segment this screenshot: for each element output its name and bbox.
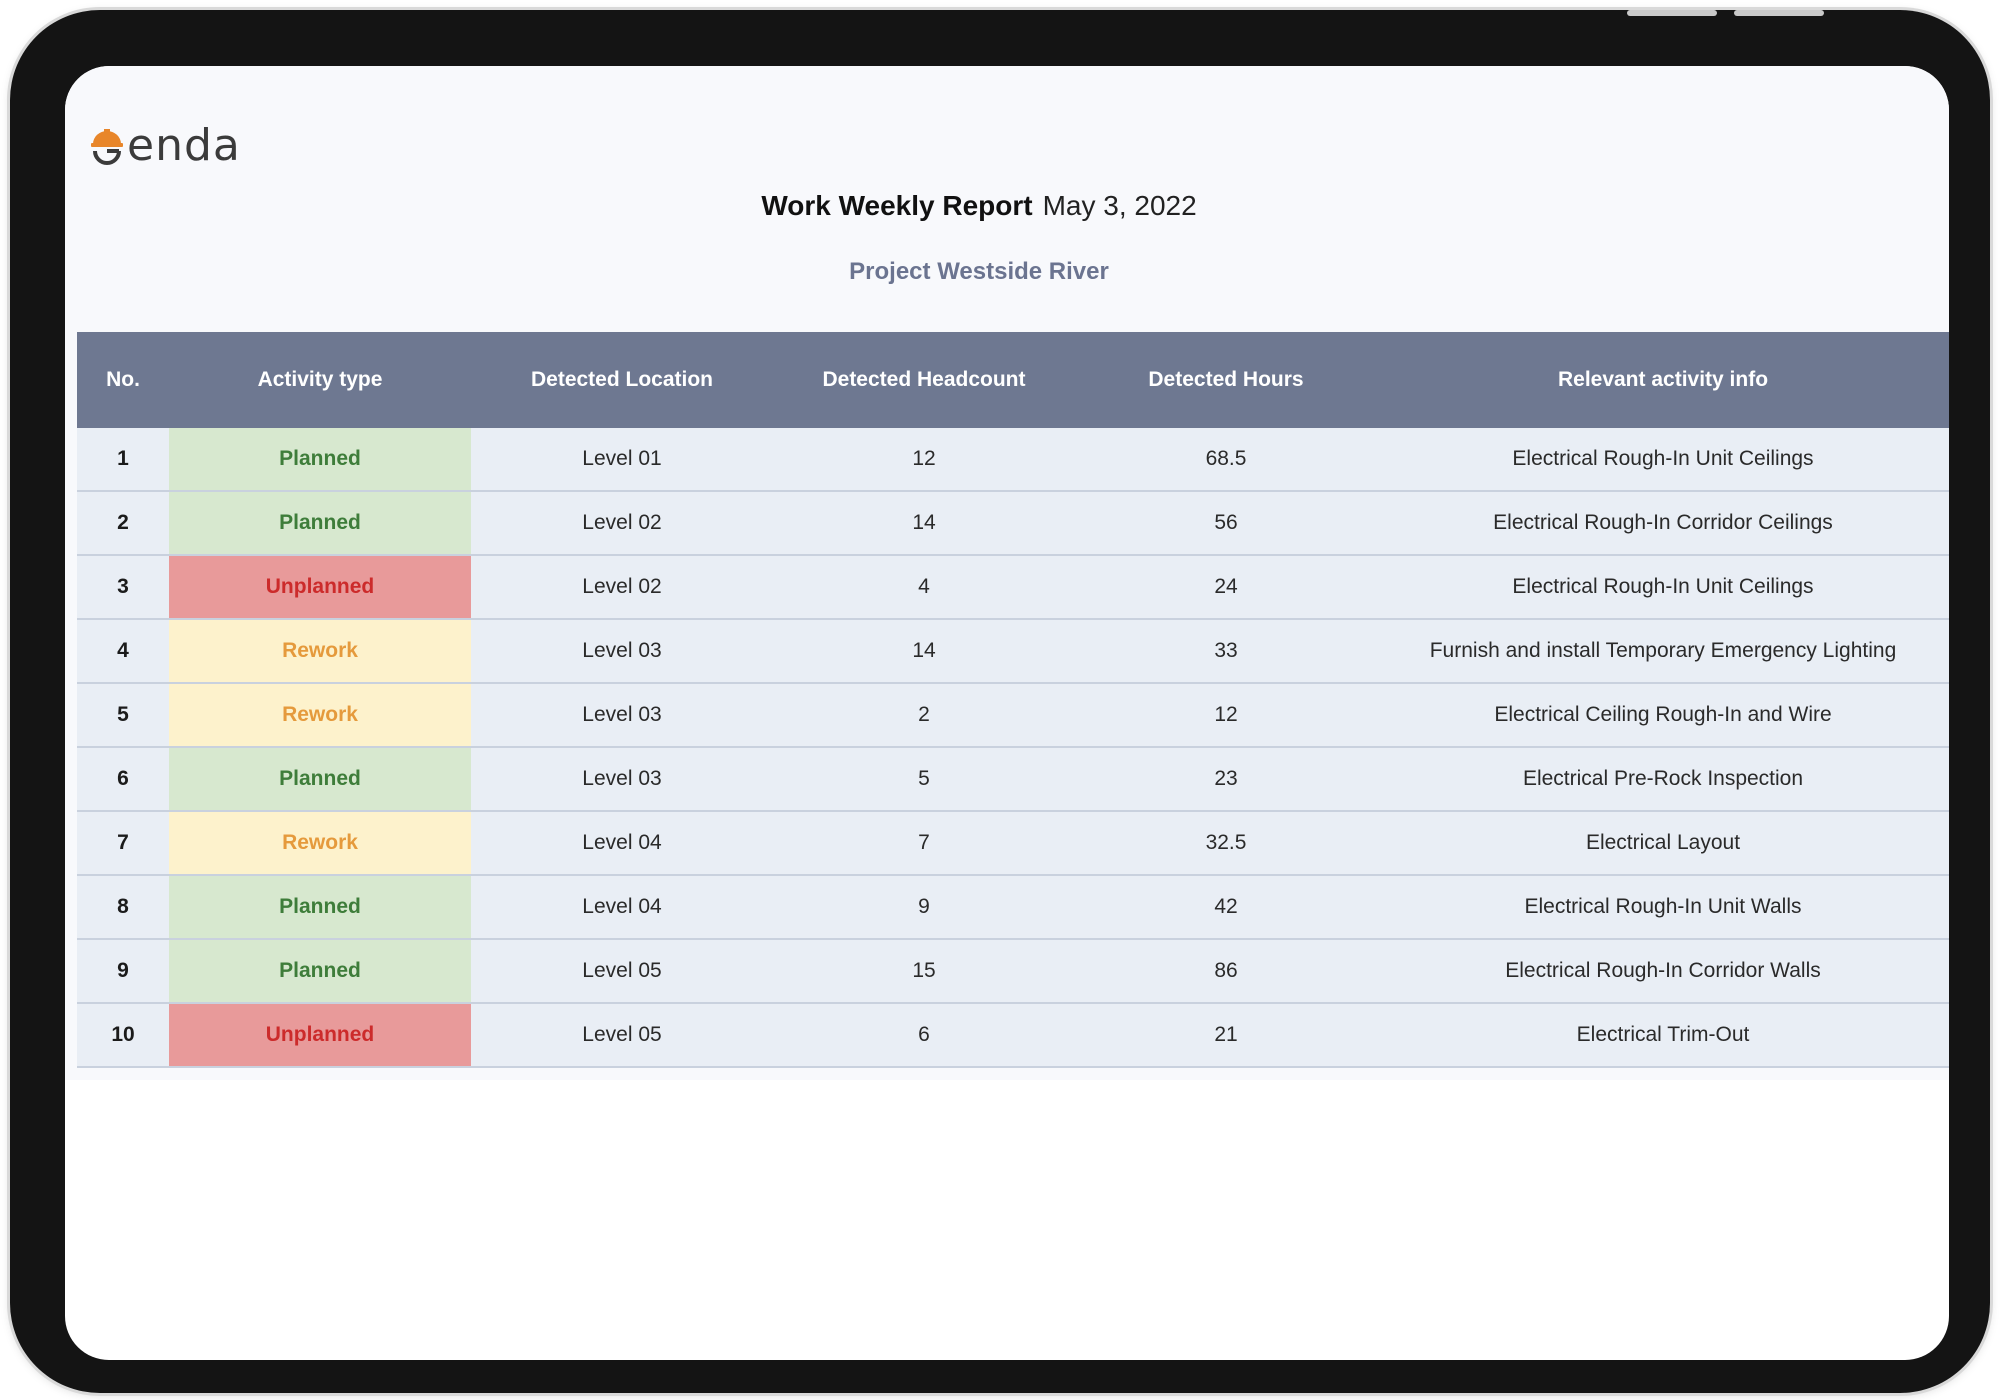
activity-info-cell: Electrical Pre-Rock Inspection xyxy=(1377,747,1949,812)
activity-info-cell: Electrical Trim-Out xyxy=(1377,1003,1949,1068)
row-number: 1 xyxy=(77,428,169,492)
activity-type-cell: Unplanned xyxy=(169,555,471,620)
row-number: 3 xyxy=(77,555,169,620)
location-cell: Level 03 xyxy=(471,683,773,748)
headcount-cell: 7 xyxy=(773,811,1075,876)
location-cell: Level 04 xyxy=(471,875,773,940)
location-cell: Level 02 xyxy=(471,555,773,620)
hours-cell: 56 xyxy=(1075,491,1377,556)
activity-info-cell: Electrical Layout xyxy=(1377,811,1949,876)
project-name: Project Westside River xyxy=(849,258,1109,285)
activity-type-cell: Rework xyxy=(169,683,471,748)
table-header-row: No. Activity type Detected Location Dete… xyxy=(77,332,1949,428)
hours-cell: 24 xyxy=(1075,555,1377,620)
table-row: 1 Planned Level 01 12 68.5 Electrical Ro… xyxy=(77,428,1949,492)
location-cell: Level 03 xyxy=(471,619,773,684)
headcount-cell: 15 xyxy=(773,939,1075,1004)
row-number: 9 xyxy=(77,939,169,1004)
hours-cell: 86 xyxy=(1075,939,1377,1004)
hours-cell: 23 xyxy=(1075,747,1377,812)
activity-type-cell: Rework xyxy=(169,619,471,684)
headcount-cell: 4 xyxy=(773,555,1075,620)
table-row: 8 Planned Level 04 9 42 Electrical Rough… xyxy=(77,875,1949,940)
activity-info-cell: Electrical Rough-In Unit Ceilings xyxy=(1377,428,1949,492)
weekly-report: enda Work Weekly Report May 3, 2022 Proje… xyxy=(65,66,1949,1080)
row-number: 10 xyxy=(77,1003,169,1068)
row-number: 8 xyxy=(77,875,169,940)
table-row: 6 Planned Level 03 5 23 Electrical Pre-R… xyxy=(77,747,1949,812)
volume-button xyxy=(1734,10,1824,16)
headcount-cell: 6 xyxy=(773,1003,1075,1068)
activity-info-cell: Electrical Ceiling Rough-In and Wire xyxy=(1377,683,1949,748)
table-row: 7 Rework Level 04 7 32.5 Electrical Layo… xyxy=(77,811,1949,876)
table-row: 9 Planned Level 05 15 86 Electrical Roug… xyxy=(77,939,1949,1004)
headcount-cell: 5 xyxy=(773,747,1075,812)
activity-info-cell: Electrical Rough-In Unit Ceilings xyxy=(1377,555,1949,620)
activity-type-cell: Planned xyxy=(169,875,471,940)
location-cell: Level 02 xyxy=(471,491,773,556)
headcount-cell: 14 xyxy=(773,619,1075,684)
table-row: 5 Rework Level 03 2 12 Electrical Ceilin… xyxy=(77,683,1949,748)
hardhat-logo-icon xyxy=(91,129,123,165)
column-header-headcount: Detected Headcount xyxy=(773,332,1075,428)
row-number: 6 xyxy=(77,747,169,812)
report-title: Work Weekly Report xyxy=(761,190,1033,221)
hours-cell: 32.5 xyxy=(1075,811,1377,876)
headcount-cell: 2 xyxy=(773,683,1075,748)
headcount-cell: 14 xyxy=(773,491,1075,556)
row-number: 4 xyxy=(77,619,169,684)
report-title-row: Work Weekly Report May 3, 2022 xyxy=(65,190,1893,222)
activity-type-cell: Unplanned xyxy=(169,1003,471,1068)
column-header-no: No. xyxy=(77,332,169,428)
table-row: 3 Unplanned Level 02 4 24 Electrical Rou… xyxy=(77,555,1949,620)
hours-cell: 12 xyxy=(1075,683,1377,748)
location-cell: Level 01 xyxy=(471,428,773,492)
location-cell: Level 04 xyxy=(471,811,773,876)
table-row: 2 Planned Level 02 14 56 Electrical Roug… xyxy=(77,491,1949,556)
location-cell: Level 03 xyxy=(471,747,773,812)
tablet-screen: enda Work Weekly Report May 3, 2022 Proje… xyxy=(65,66,1949,1360)
location-cell: Level 05 xyxy=(471,939,773,1004)
row-number: 2 xyxy=(77,491,169,556)
logo-text: enda xyxy=(127,120,241,171)
activity-type-cell: Rework xyxy=(169,811,471,876)
row-number: 5 xyxy=(77,683,169,748)
row-number: 7 xyxy=(77,811,169,876)
column-header-activity-type: Activity type xyxy=(169,332,471,428)
activity-info-cell: Electrical Rough-In Corridor Ceilings xyxy=(1377,491,1949,556)
report-date: May 3, 2022 xyxy=(1042,190,1197,221)
hours-cell: 42 xyxy=(1075,875,1377,940)
activity-type-cell: Planned xyxy=(169,491,471,556)
activity-info-cell: Electrical Rough-In Unit Walls xyxy=(1377,875,1949,940)
table-row: 10 Unplanned Level 05 6 21 Electrical Tr… xyxy=(77,1003,1949,1068)
activity-type-cell: Planned xyxy=(169,747,471,812)
activity-info-cell: Furnish and install Temporary Emergency … xyxy=(1377,619,1949,684)
activity-table: No. Activity type Detected Location Dete… xyxy=(77,332,1949,1068)
activity-type-cell: Planned xyxy=(169,428,471,492)
activity-type-cell: Planned xyxy=(169,939,471,1004)
table-row: 4 Rework Level 03 14 33 Furnish and inst… xyxy=(77,619,1949,684)
hours-cell: 21 xyxy=(1075,1003,1377,1068)
headcount-cell: 12 xyxy=(773,428,1075,492)
activity-info-cell: Electrical Rough-In Corridor Walls xyxy=(1377,939,1949,1004)
column-header-activity-info: Relevant activity info xyxy=(1377,332,1949,428)
hours-cell: 68.5 xyxy=(1075,428,1377,492)
column-header-hours: Detected Hours xyxy=(1075,332,1377,428)
brand-logo: enda xyxy=(89,120,241,172)
volume-button xyxy=(1627,10,1717,16)
tablet-frame: enda Work Weekly Report May 3, 2022 Proje… xyxy=(10,10,1990,1393)
hours-cell: 33 xyxy=(1075,619,1377,684)
location-cell: Level 05 xyxy=(471,1003,773,1068)
headcount-cell: 9 xyxy=(773,875,1075,940)
column-header-location: Detected Location xyxy=(471,332,773,428)
